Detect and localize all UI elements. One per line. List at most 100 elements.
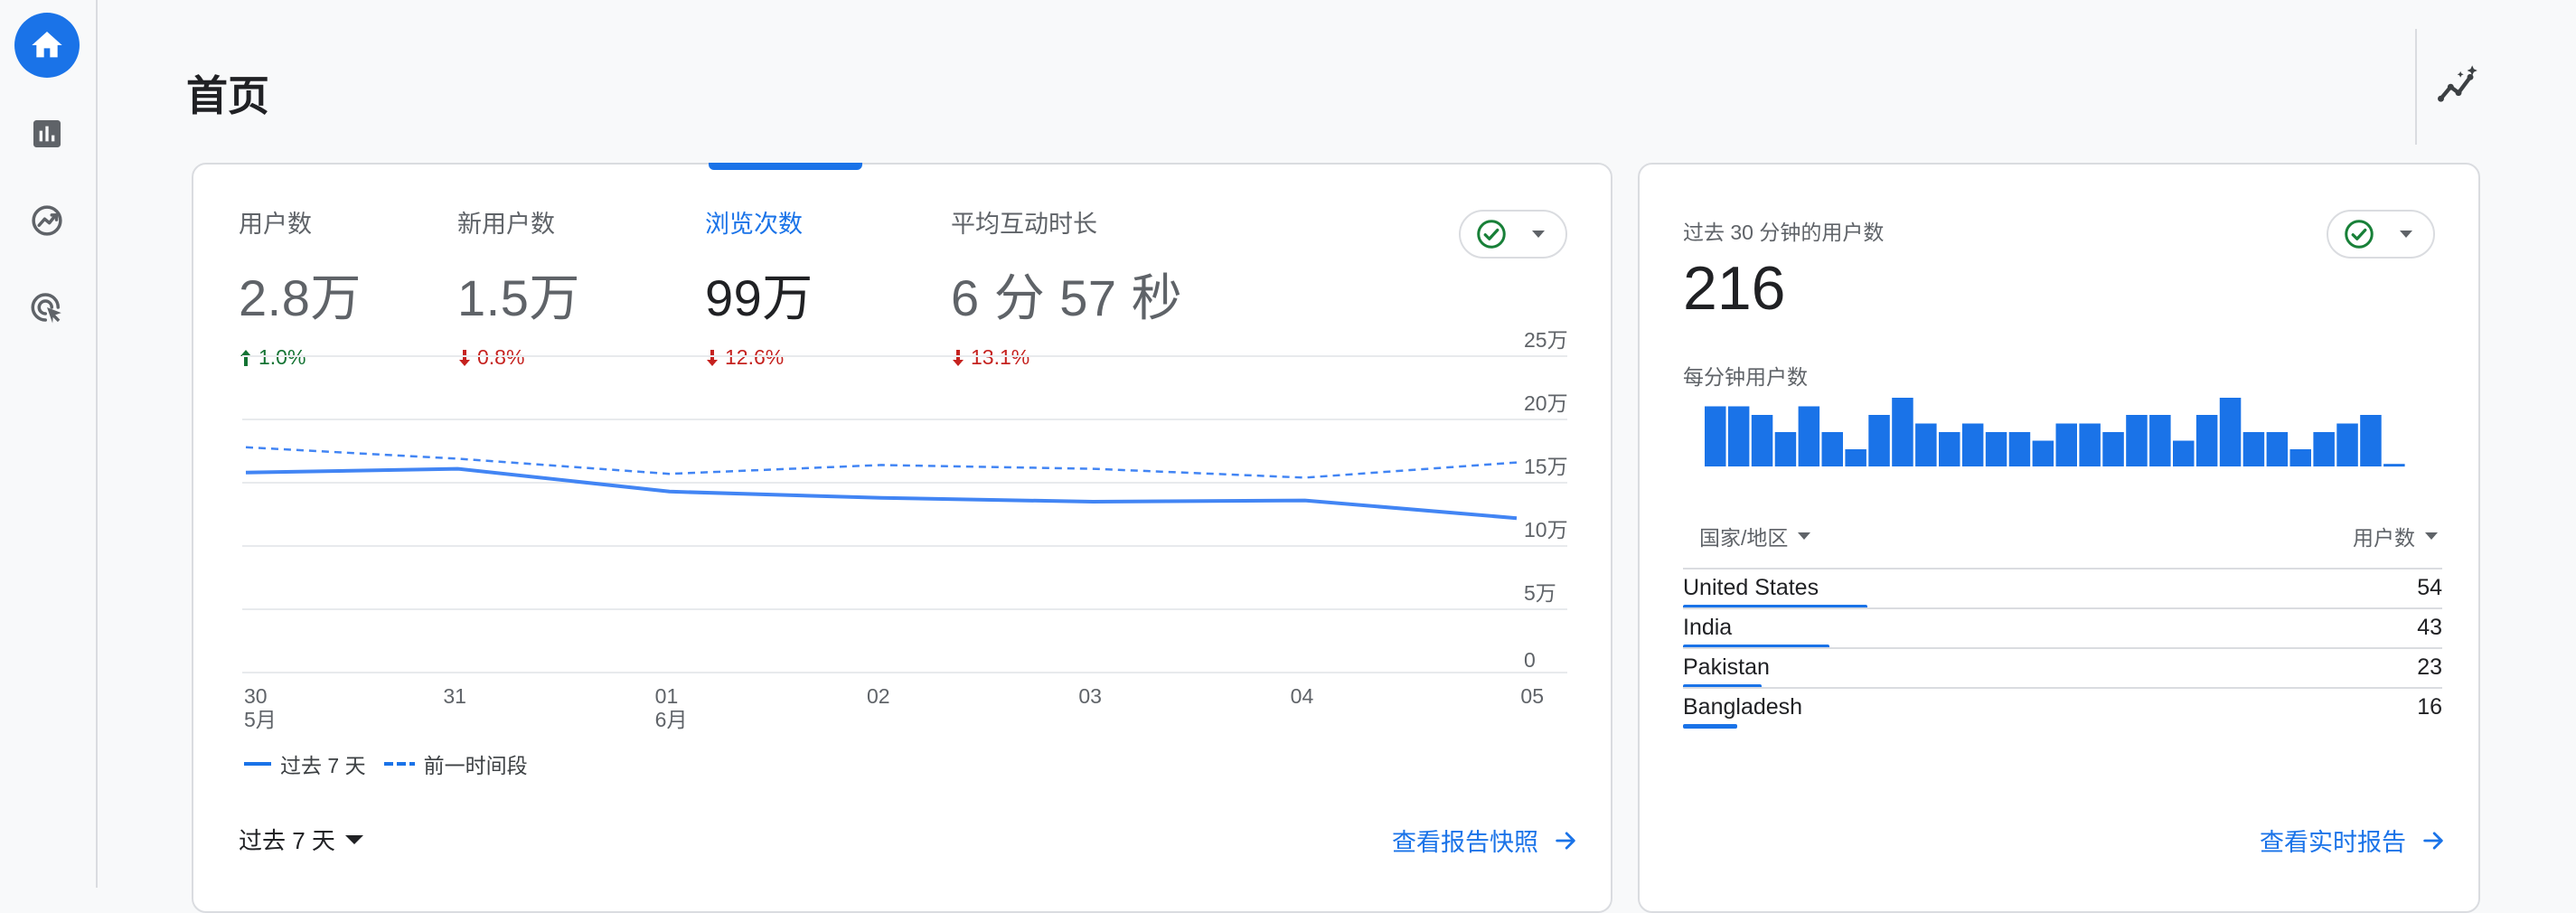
x-tick-sublabel: 6月 bbox=[655, 708, 688, 731]
link-label: 查看实时报告 bbox=[2260, 823, 2406, 858]
legend-item-current: 过去 7 天 bbox=[244, 748, 366, 779]
legend-label: 前一时间段 bbox=[424, 748, 528, 779]
column-label: 国家/地区 bbox=[1699, 521, 1788, 551]
realtime-title: 过去 30 分钟的用户数 bbox=[1683, 215, 1884, 246]
per-minute-bar-chart bbox=[1705, 398, 2419, 485]
home-icon bbox=[29, 27, 65, 63]
arrow-right-icon bbox=[1553, 828, 1578, 853]
x-tick-label: 03 bbox=[1078, 684, 1102, 708]
country-count: 23 bbox=[2417, 654, 2442, 681]
minute-bar[interactable] bbox=[2173, 441, 2195, 467]
minute-bar[interactable] bbox=[2220, 398, 2242, 466]
country-name: Pakistan bbox=[1683, 654, 1770, 681]
minute-bar[interactable] bbox=[1892, 398, 1913, 466]
minute-bar[interactable] bbox=[2290, 449, 2312, 466]
minute-bar[interactable] bbox=[2149, 415, 2171, 466]
minute-bar[interactable] bbox=[2267, 432, 2289, 466]
country-table: United States 54 India 43 Pakistan 23 Ba… bbox=[1683, 568, 2442, 727]
realtime-user-count: 216 bbox=[1683, 253, 1785, 324]
series-line-previous bbox=[246, 447, 1517, 478]
insights-button[interactable] bbox=[2431, 58, 2486, 112]
minute-bar[interactable] bbox=[1868, 415, 1890, 466]
legend-item-previous: 前一时间段 bbox=[384, 748, 528, 779]
bar-chart-icon bbox=[29, 116, 65, 152]
y-tick-label: 15万 bbox=[1524, 455, 1568, 478]
caret-down-icon bbox=[344, 834, 364, 845]
minute-bar[interactable] bbox=[1845, 449, 1866, 466]
table-row: India 43 bbox=[1683, 607, 2442, 647]
minute-bar[interactable] bbox=[1705, 407, 1726, 467]
overview-card: 用户数 2.8万 1.0% 新用户数 1.5万 0.8% 浏览次数 99万 12… bbox=[192, 163, 1612, 913]
country-count: 54 bbox=[2417, 575, 2442, 601]
minute-bar[interactable] bbox=[2383, 464, 2405, 466]
caret-down-icon bbox=[2424, 532, 2439, 541]
rail-reports-button[interactable] bbox=[14, 101, 80, 166]
minute-bar[interactable] bbox=[1775, 432, 1797, 466]
minute-bar[interactable] bbox=[1799, 407, 1820, 467]
realtime-card: 过去 30 分钟的用户数 216 每分钟用户数 国家/地区 用户数 United… bbox=[1638, 163, 2480, 913]
header-divider bbox=[2415, 29, 2417, 145]
explore-icon bbox=[28, 202, 66, 240]
y-tick-label: 10万 bbox=[1524, 518, 1568, 541]
country-bar bbox=[1683, 724, 1737, 729]
minute-bar[interactable] bbox=[2336, 424, 2358, 467]
x-tick-label: 31 bbox=[443, 684, 466, 708]
legend-label: 过去 7 天 bbox=[280, 748, 366, 779]
x-tick-sublabel: 5月 bbox=[244, 708, 277, 731]
legend-swatch-dashed bbox=[384, 760, 415, 767]
minute-bar[interactable] bbox=[1752, 415, 1773, 466]
minute-bar[interactable] bbox=[1915, 424, 1937, 467]
minute-bar[interactable] bbox=[1962, 424, 1984, 467]
y-tick-label: 0 bbox=[1524, 648, 1536, 672]
x-tick-label: 30 bbox=[244, 684, 268, 708]
insights-sparkle-icon bbox=[2435, 61, 2482, 108]
page-title: 首页 bbox=[186, 63, 269, 123]
country-column-header[interactable]: 国家/地区 bbox=[1699, 521, 1811, 551]
legend-swatch-solid bbox=[244, 760, 271, 767]
minute-bar[interactable] bbox=[2313, 432, 2335, 466]
country-name: Bangladesh bbox=[1683, 694, 1802, 720]
minute-bar[interactable] bbox=[2056, 424, 2078, 467]
minute-bar[interactable] bbox=[2009, 432, 2031, 466]
date-range-dropdown[interactable]: 过去 7 天 bbox=[239, 823, 364, 856]
minute-bar[interactable] bbox=[1939, 432, 1960, 466]
per-minute-subtitle: 每分钟用户数 bbox=[1683, 360, 1808, 391]
x-tick-label: 01 bbox=[655, 684, 679, 708]
minute-bar[interactable] bbox=[2126, 415, 2148, 466]
rail-advertising-button[interactable] bbox=[14, 275, 80, 340]
chart-legend: 过去 7 天 前一时间段 bbox=[244, 748, 528, 779]
country-name: United States bbox=[1683, 575, 1819, 601]
realtime-status-button[interactable] bbox=[2327, 210, 2435, 259]
caret-down-icon bbox=[2399, 230, 2413, 239]
minute-bar[interactable] bbox=[2243, 432, 2265, 466]
minute-bar[interactable] bbox=[1728, 407, 1750, 467]
y-tick-label: 25万 bbox=[1524, 328, 1568, 352]
country-count: 43 bbox=[2417, 615, 2442, 641]
table-row: Pakistan 23 bbox=[1683, 647, 2442, 687]
column-label: 用户数 bbox=[2353, 521, 2415, 551]
y-tick-label: 20万 bbox=[1524, 391, 1568, 415]
rail-explore-button[interactable] bbox=[14, 188, 80, 253]
users-column-header[interactable]: 用户数 bbox=[2353, 521, 2439, 551]
country-count: 16 bbox=[2417, 694, 2442, 720]
country-name: India bbox=[1683, 615, 1732, 641]
country-table-header: 国家/地区 用户数 bbox=[1699, 521, 2439, 551]
minute-bar[interactable] bbox=[2196, 415, 2218, 466]
rail-home-button[interactable] bbox=[14, 13, 80, 78]
table-row: United States 54 bbox=[1683, 568, 2442, 607]
minute-bar[interactable] bbox=[2033, 441, 2054, 467]
x-tick-label: 04 bbox=[1291, 684, 1314, 708]
minute-bar[interactable] bbox=[1986, 432, 2007, 466]
minute-bar[interactable] bbox=[1822, 432, 1844, 466]
minute-bar[interactable] bbox=[2102, 432, 2124, 466]
nav-rail bbox=[0, 0, 98, 888]
y-tick-label: 5万 bbox=[1524, 581, 1556, 605]
view-realtime-report-link[interactable]: 查看实时报告 bbox=[2260, 823, 2446, 858]
view-report-snapshot-link[interactable]: 查看报告快照 bbox=[1392, 823, 1578, 858]
table-row: Bangladesh 16 bbox=[1683, 687, 2442, 727]
minute-bar[interactable] bbox=[2079, 424, 2101, 467]
minute-bar[interactable] bbox=[2360, 415, 2382, 466]
check-circle-icon bbox=[2343, 218, 2375, 250]
x-tick-label: 05 bbox=[1520, 684, 1544, 708]
